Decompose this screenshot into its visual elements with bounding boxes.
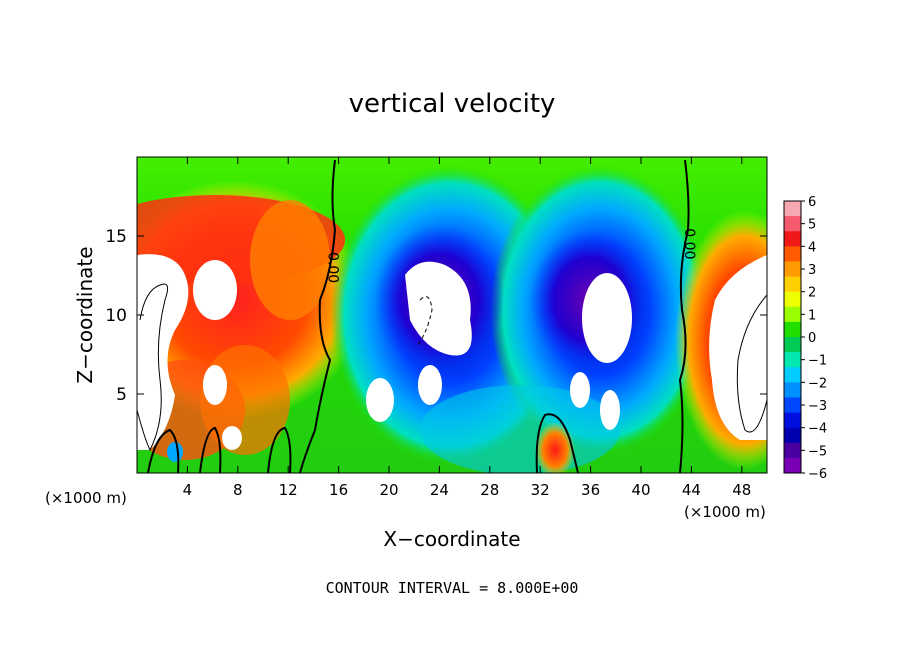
x-tick-label: 12: [279, 481, 298, 499]
colorbar-swatch: [784, 352, 801, 368]
colorbar-label: −2: [808, 376, 827, 391]
contour-label: 0.00: [681, 228, 697, 259]
contour-interval-note: CONTOUR INTERVAL = 8.000E+00: [326, 579, 579, 597]
colorbar-label: 5: [808, 218, 816, 233]
x-tick-label: 4: [183, 481, 193, 499]
colorbar-swatch: [784, 246, 801, 262]
colorbar: 6 5 4 3 2 1 0 −1 −2 −3 −4 −5 −6: [783, 195, 827, 482]
y-tick-label: 10: [105, 306, 127, 326]
colorbar-swatch: [784, 412, 801, 429]
colorbar-label: −1: [808, 354, 827, 369]
y-tick-label: 5: [116, 385, 127, 405]
x-tick-label: 16: [329, 481, 348, 499]
colorbar-label: −6: [808, 467, 827, 482]
colorbar-swatch: [784, 261, 801, 278]
colorbar-label: 4: [808, 240, 816, 255]
colorbar-swatch: [784, 442, 801, 459]
x-unit-left: (×1000 m): [45, 489, 127, 507]
x-tick-label: 24: [430, 481, 449, 499]
colorbar-swatch: [784, 276, 801, 293]
chart-title: vertical velocity: [349, 89, 556, 119]
plot-area: [137, 157, 767, 473]
colorbar-swatch: [784, 397, 801, 414]
colorbar-label: 6: [808, 195, 816, 210]
colorbar-swatch: [784, 201, 801, 217]
x-axis-title: X−coordinate: [383, 527, 520, 551]
contour-label: 0.00: [325, 252, 341, 283]
colorbar-swatch: [784, 231, 801, 247]
colorbar-label: −4: [808, 422, 827, 437]
x-tick-label: 28: [480, 481, 499, 499]
colorbar-swatch: [784, 291, 801, 308]
colorbar-swatch: [784, 306, 801, 323]
colorbar-label: 2: [808, 286, 816, 301]
colorbar-swatch: [784, 457, 801, 474]
colorbar-swatch: [784, 321, 801, 338]
y-tick-label: 15: [105, 227, 127, 247]
x-tick-label: 48: [732, 481, 751, 499]
x-tick-label: 40: [631, 481, 650, 499]
colorbar-label: 0: [808, 331, 816, 346]
x-tick-label: 36: [581, 481, 600, 499]
x-tick-label: 8: [233, 481, 243, 499]
x-tick-label: 32: [531, 481, 550, 499]
y-axis: 5 10 15: [105, 227, 767, 405]
x-axis: 4 8 12 16 20 24 28 32 36 40 44 48: [183, 157, 751, 499]
colorbar-swatch: [784, 337, 801, 353]
colorbar-label: −3: [808, 399, 827, 414]
colorbar-label: 3: [808, 263, 816, 278]
colorbar-swatch: [784, 216, 801, 232]
colorbar-label: 1: [808, 308, 816, 323]
contour-labels: 0.00 0.00: [325, 228, 698, 283]
colorbar-swatch: [784, 367, 801, 383]
colorbar-swatch: [784, 427, 801, 444]
colorbar-label: −5: [808, 444, 827, 459]
x-tick-label: 44: [682, 481, 701, 499]
x-unit-right: (×1000 m): [684, 503, 766, 521]
x-tick-label: 20: [379, 481, 398, 499]
y-axis-title: Z−coordinate: [73, 246, 97, 383]
colorbar-swatch: [784, 382, 801, 398]
